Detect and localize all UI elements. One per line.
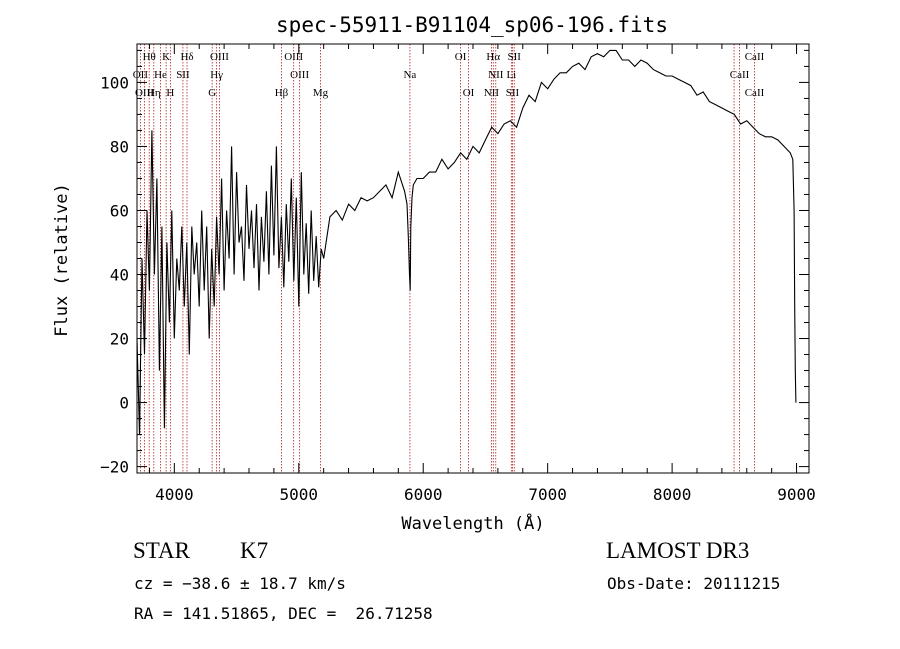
line-label: K [162,51,170,63]
line-label: Mg [313,87,329,99]
y-tick-label: 80 [110,137,129,156]
line-label: Hβ [275,87,289,99]
line-label: OI [455,51,467,63]
object-subclass: K7 [240,538,269,563]
x-tick-label: 9000 [777,485,816,504]
line-label: OIII [210,51,229,63]
line-label: SII [507,51,521,63]
redshift-cz: cz = −38.6 ± 18.7 km/s [134,574,346,593]
line-label: SII [176,69,190,81]
axis-ticks: 4000 5000 6000 7000 8000 9000 −20 0 20 40 60 80 100 [100,44,816,504]
x-tick-label: 7000 [528,485,567,504]
coordinates: RA = 141.51865, DEC = 26.71258 [134,604,433,623]
y-tick-label: 100 [100,73,129,92]
y-tick-label: 0 [119,394,129,413]
line-label: OI [463,87,475,99]
line-label: G [208,87,216,99]
observation-date: Obs-Date: 20111215 [607,574,781,593]
line-label: Hγ [210,69,223,81]
survey-name: LAMOST DR3 [606,538,750,563]
line-label: Hδ [180,51,193,63]
y-tick-label: −20 [100,458,129,477]
x-tick-label: 4000 [155,485,194,504]
line-label: OII [133,69,149,81]
line-label: OIII [284,51,303,63]
line-label: SII [506,87,520,99]
line-label: NII [488,69,504,81]
line-label: Hα [486,51,500,63]
emission-line-labels: Hθ K Hδ OIII OIII OI Hα SII CaII OII He SII Hγ OIII Na… [133,51,765,99]
line-label: CaII [745,87,765,99]
y-tick-label: 40 [110,266,129,285]
line-label: H [166,87,174,99]
chart-title: spec-55911-B91104_sp06-196.fits [276,13,668,37]
x-tick-label: 5000 [280,485,319,504]
line-label: Na [403,69,416,81]
line-label: Li [506,69,516,81]
line-label: Hθ [143,51,156,63]
line-label: He [154,69,167,81]
y-tick-label: 60 [110,201,129,220]
line-label: OIII [290,69,309,81]
y-axis-label: Flux (relative) [52,183,72,337]
x-tick-label: 8000 [653,485,692,504]
x-tick-label: 6000 [404,485,443,504]
object-type: STAR [133,538,190,563]
line-label: OIII [135,87,154,99]
x-axis-label: Wavelength (Å) [401,512,544,534]
line-label: CaII [745,51,765,63]
spectrum-line [136,49,797,435]
y-tick-label: 20 [110,330,129,349]
plot-frame [136,43,810,474]
line-label: CaII [730,69,750,81]
line-label: NII [484,87,500,99]
line-label: Hη [147,87,161,99]
emission-line-markers [139,44,755,473]
